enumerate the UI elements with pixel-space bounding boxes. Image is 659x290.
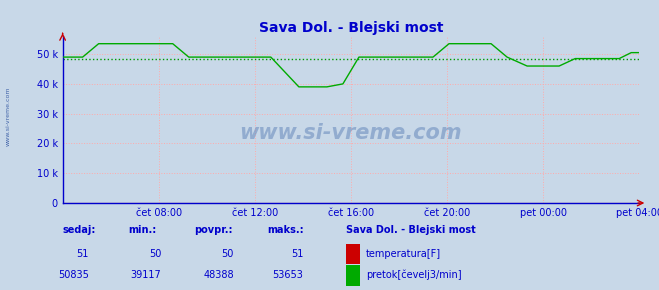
Text: 53653: 53653 — [272, 270, 303, 280]
Text: www.si-vreme.com: www.si-vreme.com — [240, 123, 462, 143]
Title: Sava Dol. - Blejski most: Sava Dol. - Blejski most — [259, 21, 443, 35]
Text: 51: 51 — [291, 249, 303, 259]
Text: 48388: 48388 — [204, 270, 234, 280]
Text: 50: 50 — [149, 249, 161, 259]
Text: 39117: 39117 — [130, 270, 161, 280]
Text: temperatura[F]: temperatura[F] — [366, 249, 441, 259]
Text: sedaj:: sedaj: — [63, 225, 96, 235]
Text: pretok[čevelj3/min]: pretok[čevelj3/min] — [366, 270, 461, 280]
Text: www.si-vreme.com: www.si-vreme.com — [6, 86, 11, 146]
Text: maks.:: maks.: — [267, 225, 304, 235]
Text: 50: 50 — [221, 249, 234, 259]
Text: 51: 51 — [76, 249, 89, 259]
Text: 50835: 50835 — [58, 270, 89, 280]
Text: Sava Dol. - Blejski most: Sava Dol. - Blejski most — [346, 225, 476, 235]
Text: min.:: min.: — [129, 225, 157, 235]
Text: povpr.:: povpr.: — [194, 225, 233, 235]
